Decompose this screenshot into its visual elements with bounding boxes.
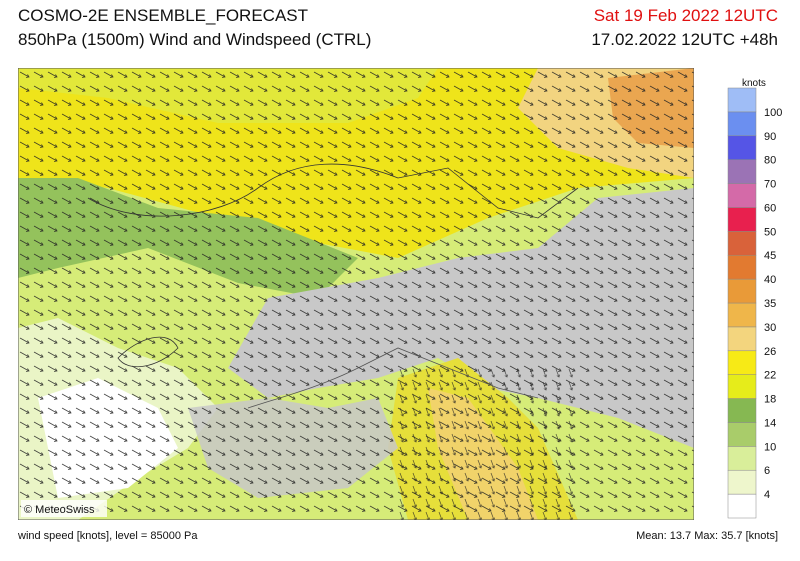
colorbar-label: 70	[764, 179, 776, 191]
colorbar-label: 100	[764, 107, 782, 119]
footer-left: wind speed [knots], level = 85000 Pa	[18, 530, 198, 542]
colorbar-label: 4	[764, 489, 770, 501]
valid-time: Sat 19 Feb 2022 12UTC	[593, 6, 778, 25]
colorbar-swatch	[727, 183, 757, 208]
colorbar-unit: knots	[742, 78, 766, 89]
wind-arrows-south	[398, 368, 578, 520]
colorbar-label: 6	[764, 465, 770, 477]
colorbar-label: 35	[764, 298, 776, 310]
colorbar-swatch	[727, 302, 757, 328]
colorbar-label: 90	[764, 131, 776, 143]
map: © MeteoSwiss	[18, 68, 694, 520]
colorbar-label: 22	[764, 370, 776, 382]
colorbar-label: 80	[764, 155, 776, 167]
colorbar-swatch	[727, 111, 757, 137]
colorbar-swatch	[727, 135, 757, 160]
copyright: © MeteoSwiss	[24, 504, 95, 516]
colorbar-swatch	[727, 398, 757, 423]
colorbar-label: 30	[764, 322, 776, 334]
colorbar-swatch	[727, 374, 757, 399]
colorbar-label: 60	[764, 202, 776, 214]
colorbar-swatch	[727, 207, 757, 232]
colorbar-swatch	[727, 422, 757, 447]
colorbar-label: 40	[764, 274, 776, 286]
colorbar-label: 45	[764, 250, 776, 262]
colorbar-label: 14	[764, 417, 776, 429]
border	[87, 163, 579, 219]
colorbar-swatch	[727, 350, 757, 375]
colorbar-swatch	[727, 278, 757, 304]
colorbar-label: 26	[764, 346, 776, 358]
colorbar-swatch	[727, 159, 757, 184]
colorbar-swatch	[727, 469, 757, 495]
colorbar-swatch	[727, 326, 757, 352]
colorbar-swatch	[727, 231, 757, 256]
footer-right: Mean: 13.7 Max: 35.7 [knots]	[636, 530, 778, 542]
colorbar-swatch	[727, 493, 757, 519]
colorbar-label: 50	[764, 226, 776, 238]
colorbar-label: 18	[764, 394, 776, 406]
subtitle: 850hPa (1500m) Wind and Windspeed (CTRL)	[18, 30, 372, 49]
run-time: 17.02.2022 12UTC +48h	[591, 30, 778, 49]
colorbar-swatch	[727, 254, 757, 280]
wind-arrows	[18, 68, 694, 520]
colorbar: knots 4 6 10 14 18 22 26 30 35 40 45 50 60 70 80 90 100	[727, 78, 782, 519]
colorbar-swatch	[727, 446, 757, 471]
colorbar-label: 10	[764, 441, 776, 453]
copyright-box	[21, 500, 107, 517]
lake	[117, 336, 179, 367]
border	[247, 347, 539, 409]
colorbar-swatch	[727, 87, 757, 113]
title: COSMO-2E ENSEMBLE_FORECAST	[18, 6, 309, 25]
